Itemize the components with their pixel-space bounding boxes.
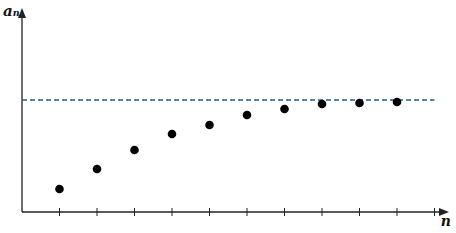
x-tick [97,208,98,216]
x-tick [172,208,173,216]
x-tick [284,208,285,216]
data-point [280,105,289,114]
chart-svg: aₙ n [0,0,456,233]
x-tick [434,208,435,216]
data-point [318,100,327,109]
data-point [243,111,252,120]
x-axis [22,211,445,212]
x-axis-label: n [441,213,451,229]
x-tick [359,208,360,216]
data-point [393,98,402,107]
x-tick [322,208,323,216]
y-axis [21,12,22,212]
data-point [168,130,177,139]
data-point [130,146,139,155]
x-tick [134,208,135,216]
data-point [355,99,364,108]
data-point [55,185,64,194]
x-tick [247,208,248,216]
x-tick [209,208,210,216]
plot-area [22,98,435,194]
y-axis-label: aₙ [3,2,20,20]
chart-container: aₙ n [0,0,456,233]
data-point [205,121,214,130]
data-point [93,165,102,174]
limit-line [22,99,435,100]
x-tick [59,208,60,216]
x-tick [397,208,398,216]
